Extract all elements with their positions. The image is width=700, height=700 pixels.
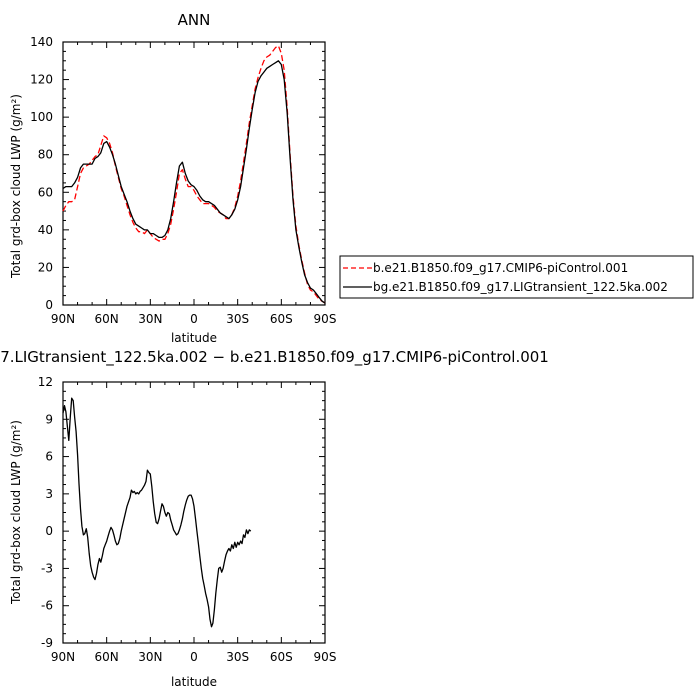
bottom-chart-title: bg.e21.B1850.f09_g17.LIGtransient_122.5k… <box>0 348 549 367</box>
bottom-x-tick-label: 30N <box>138 650 162 664</box>
top-x-tick-label: 90S <box>314 312 337 326</box>
legend-box <box>339 255 694 299</box>
bottom-y-axis-label: Total grd-box cloud LWP (g/m²) <box>9 420 23 605</box>
top-x-tick-label: 90N <box>51 312 75 326</box>
bottom-y-tick-label: -9 <box>41 636 53 650</box>
bottom-plot-area: 90N 60N 30N 0 30S 60S 90S -9 -6 -3 0 3 6 9 12 <box>38 375 337 664</box>
top-y-tick-label: 40 <box>38 223 53 237</box>
top-chart-title: ANN <box>178 11 211 29</box>
bottom-y-tick-label: 12 <box>38 375 53 389</box>
legend: b.e21.B1850.f09_g17.CMIP6-piControl.001 … <box>339 255 694 299</box>
bottom-y-tick-label: -3 <box>41 561 53 575</box>
bottom-x-tick-label: 90N <box>51 650 75 664</box>
bottom-x-tick-label: 60S <box>270 650 293 664</box>
top-series-line-1 <box>62 60 326 304</box>
bottom-y-tick-label: 9 <box>45 412 53 426</box>
top-x-tick-label: 60N <box>95 312 119 326</box>
top-plot-frame <box>62 41 326 306</box>
bottom-y-tick-label: 0 <box>45 524 53 538</box>
top-x-tick-label: 30S <box>226 312 249 326</box>
bottom-x-tick-label: 30S <box>226 650 249 664</box>
bottom-x-tick-label: 90S <box>314 650 337 664</box>
bottom-y-tick-label: 3 <box>45 487 53 501</box>
bottom-plot-frame <box>62 381 326 644</box>
top-x-tick-label: 60S <box>270 312 293 326</box>
legend-label-lig: bg.e21.B1850.f09_g17.LIGtransient_122.5k… <box>373 280 668 294</box>
bottom-y-tick-label: -6 <box>41 599 53 613</box>
bottom-line-chart: bg.e21.B1850.f09_g17.LIGtransient_122.5k… <box>0 348 549 689</box>
bottom-y-tick-label: 6 <box>45 450 53 464</box>
top-y-tick-label: 60 <box>38 185 53 199</box>
top-x-tick-label: 30N <box>138 312 162 326</box>
bottom-x-tick-label: 0 <box>190 650 198 664</box>
top-y-tick-label: 120 <box>30 73 53 87</box>
top-y-tick-label: 80 <box>38 148 53 162</box>
top-y-tick-label: 0 <box>45 298 53 312</box>
top-line-chart: ANN Total grd-box cloud LWP (g/m²) latit… <box>9 11 336 345</box>
top-plot-area: 90N 60N 30N 0 30S 60S 90S 0 20 40 60 80 100 120 140 <box>30 35 336 326</box>
top-y-tick-label: 140 <box>30 35 53 49</box>
top-y-tick-label: 100 <box>30 110 53 124</box>
bottom-x-tick-label: 60N <box>95 650 119 664</box>
bottom-series-line-0 <box>62 397 252 628</box>
top-x-tick-label: 0 <box>190 312 198 326</box>
top-y-axis-label: Total grd-box cloud LWP (g/m²) <box>9 94 23 279</box>
top-series-line-0 <box>62 45 326 304</box>
top-y-tick-label: 20 <box>38 260 53 274</box>
bottom-x-axis-label: latitude <box>171 675 217 689</box>
legend-label-control: b.e21.B1850.f09_g17.CMIP6-piControl.001 <box>373 261 628 275</box>
top-x-axis-label: latitude <box>171 331 217 345</box>
